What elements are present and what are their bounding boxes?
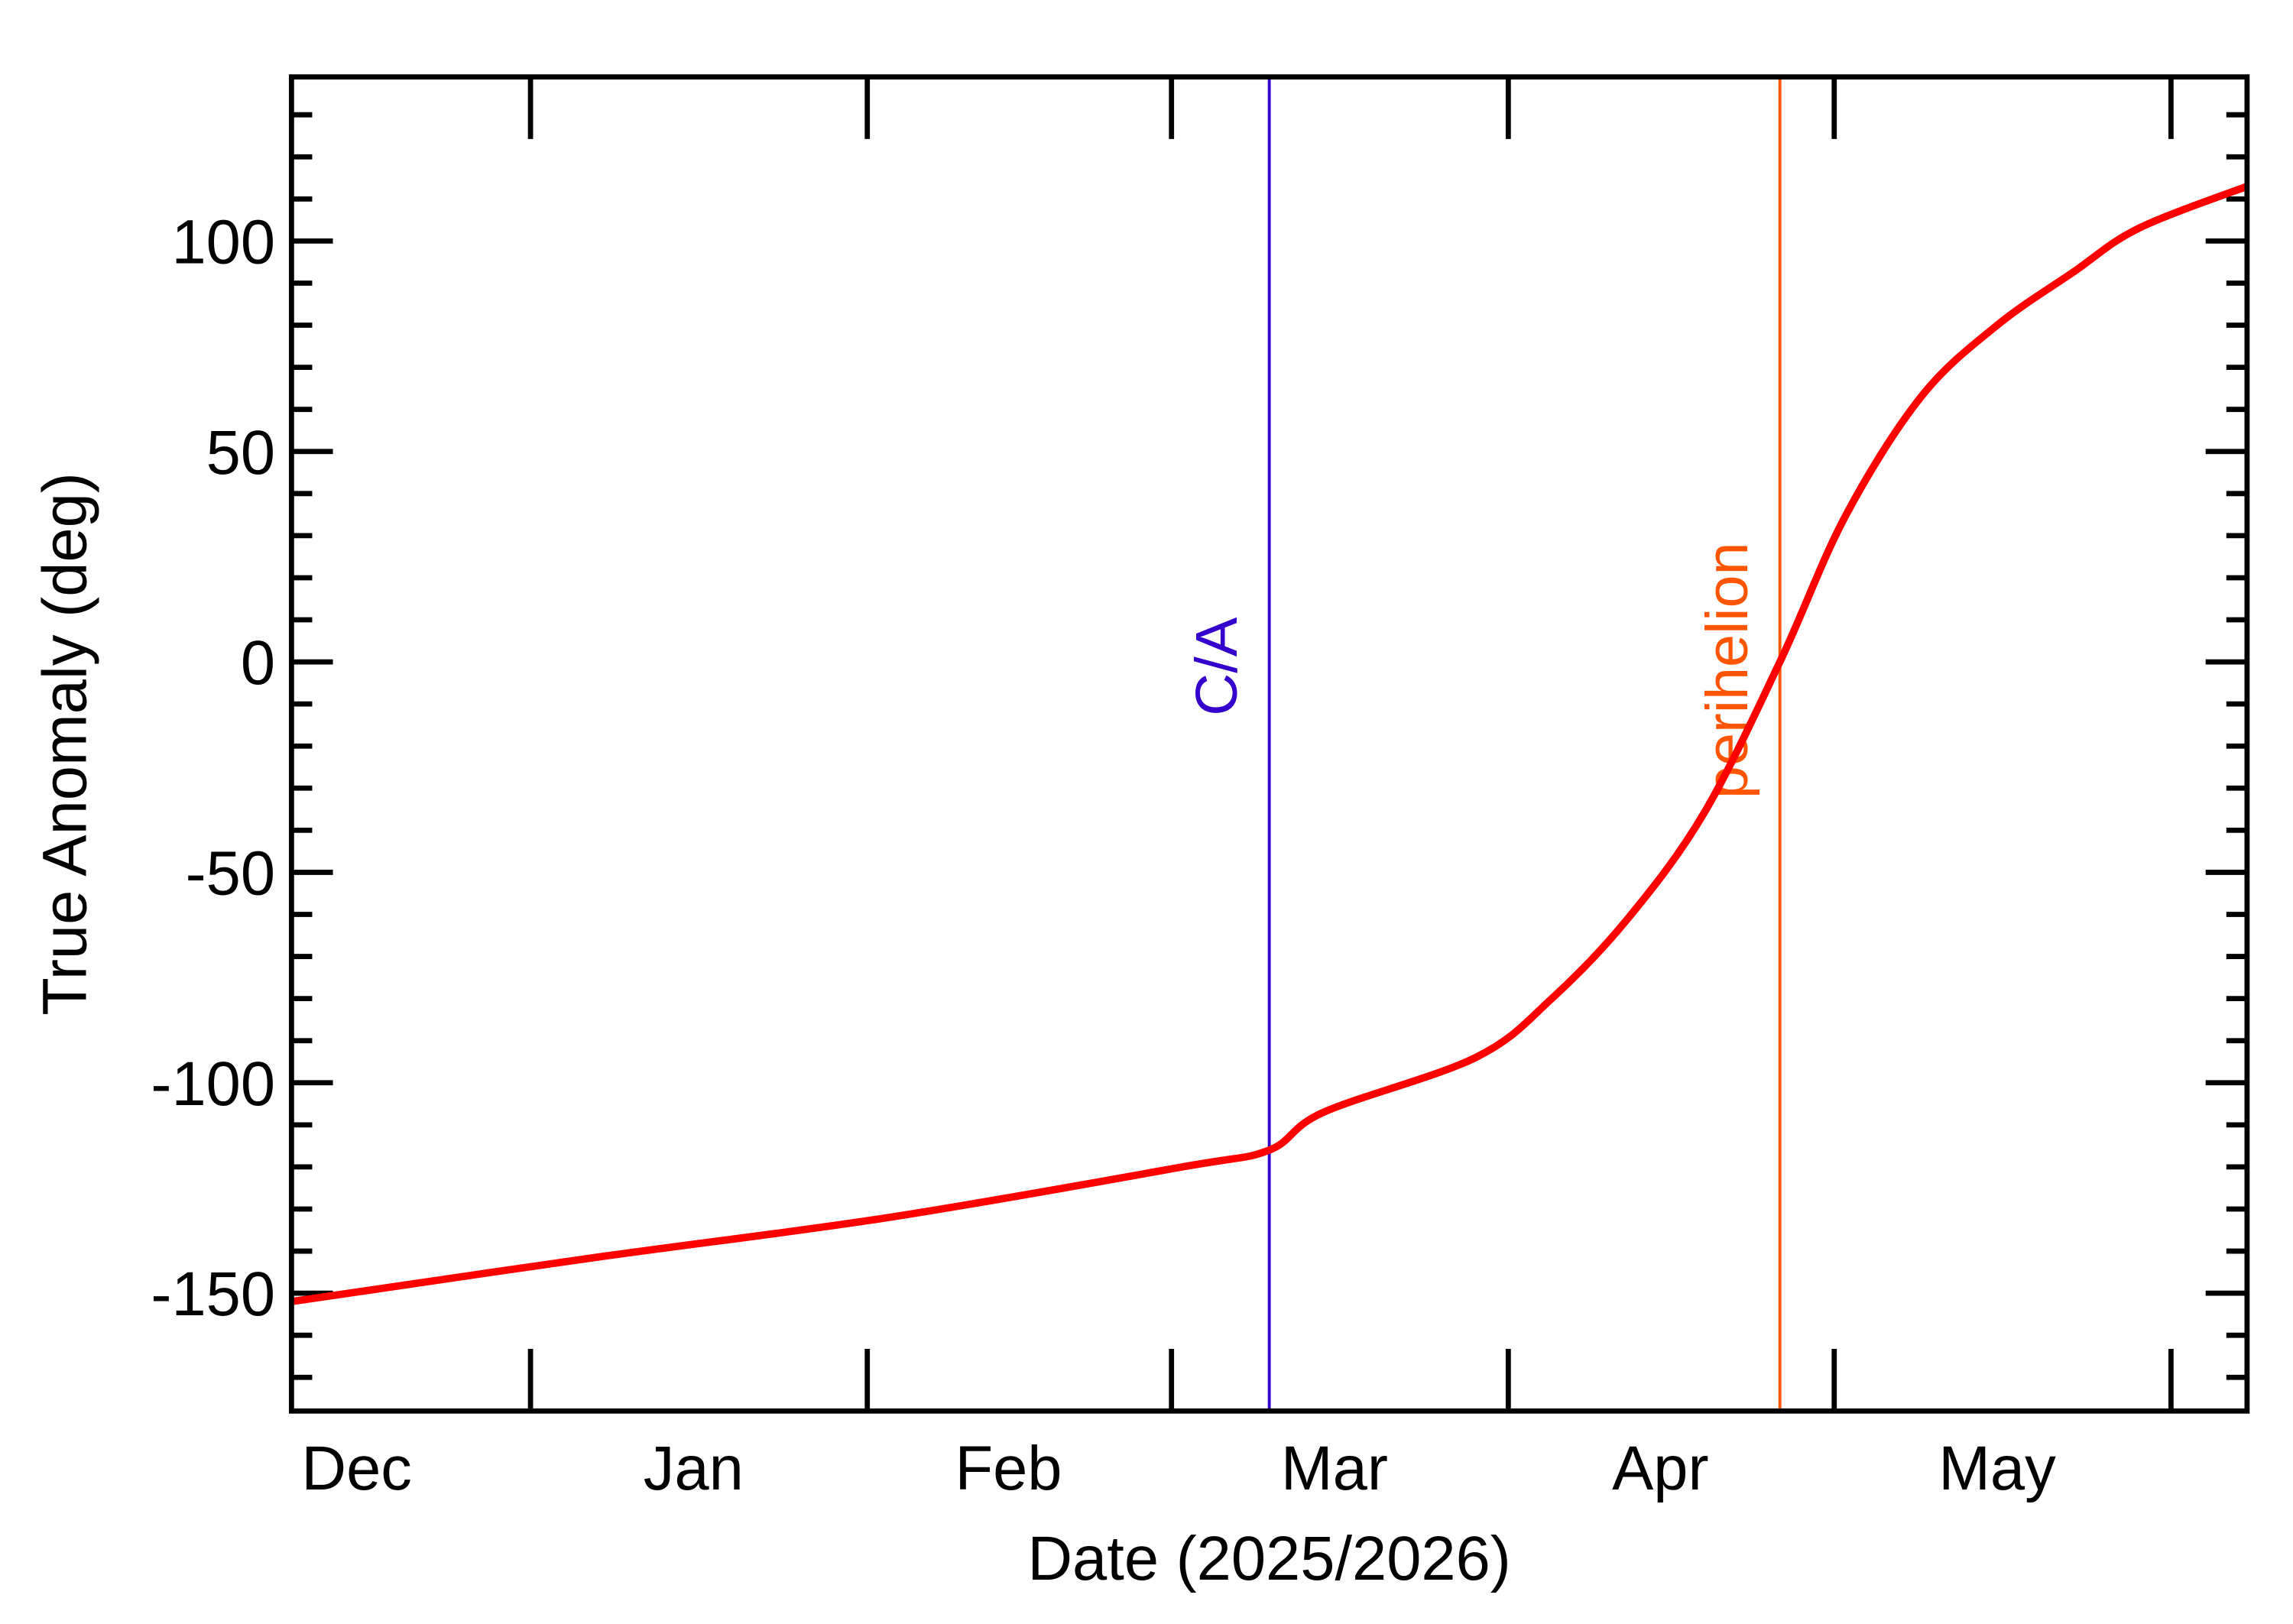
x-axis-label: Date (2025/2026) <box>1027 1524 1511 1593</box>
x-tick-label: Dec <box>301 1434 412 1503</box>
y-tick-label: -50 <box>186 838 275 908</box>
y-tick-label: 0 <box>241 628 275 698</box>
series-line <box>290 183 2249 1305</box>
annotation-label: perihelion <box>1695 542 1760 799</box>
y-tick-label: 100 <box>171 207 275 277</box>
x-tick-labels: Dec Jan Feb Mar Apr May <box>301 1434 2056 1503</box>
x-tick-label: Jan <box>644 1434 744 1503</box>
x-tick-label: Feb <box>955 1434 1062 1503</box>
x-tick-label: May <box>1938 1434 2056 1503</box>
axis-ticks <box>291 76 2247 1412</box>
x-tick-label: Mar <box>1281 1434 1388 1503</box>
annotation-label: C/A <box>1184 617 1250 715</box>
y-tick-labels: -150 -100 -50 0 50 100 <box>151 207 275 1329</box>
y-tick-label: 50 <box>206 418 275 488</box>
y-axis-label: True Anomaly (deg) <box>30 472 99 1016</box>
y-tick-label: -100 <box>151 1049 275 1119</box>
plot-frame <box>288 74 2250 1414</box>
x-tick-label: Apr <box>1612 1434 1708 1503</box>
annotations: C/A perihelion <box>1184 76 1782 1412</box>
y-tick-label: -150 <box>151 1259 275 1329</box>
